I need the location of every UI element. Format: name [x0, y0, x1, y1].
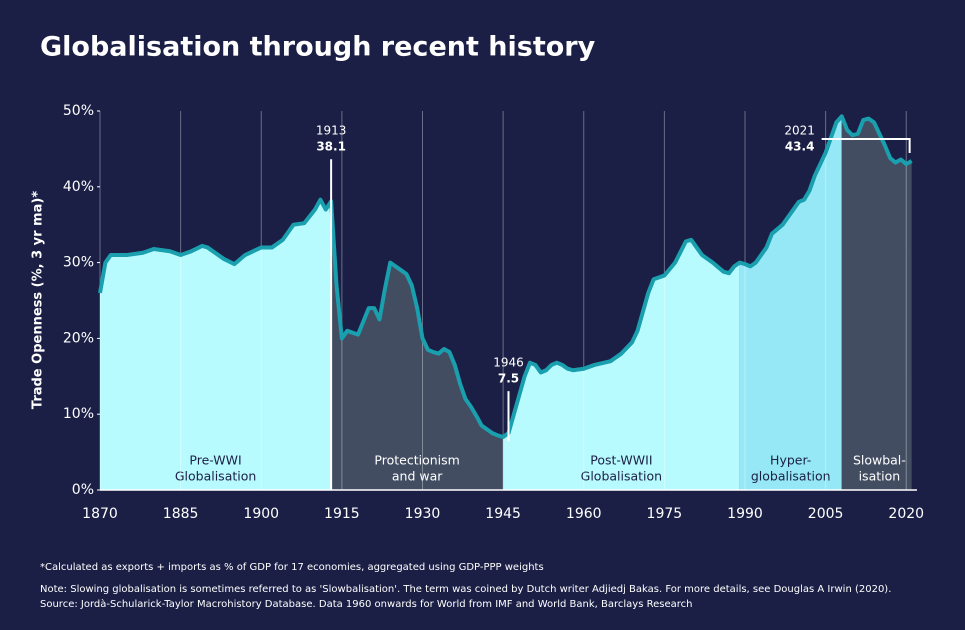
x-tick-label: 2005	[808, 506, 844, 522]
annotation-value: 43.4	[785, 140, 815, 154]
x-tick-label: 1930	[405, 506, 441, 522]
y-tick-label: 0%	[72, 482, 94, 498]
era-label: Hyper-	[770, 453, 811, 468]
x-tick-label: 1870	[82, 506, 118, 522]
footnote: *Calculated as exports + imports as % of…	[40, 562, 544, 573]
annotation-year: 1913	[316, 124, 347, 138]
x-tick-label: 1945	[485, 506, 521, 522]
x-tick-label: 1900	[243, 506, 279, 522]
era-area	[739, 116, 842, 490]
y-tick-label: 40%	[63, 179, 94, 195]
era-area	[841, 116, 912, 490]
era-label: and war	[392, 469, 443, 484]
era-label: globalisation	[751, 469, 831, 484]
x-tick-label: 1885	[163, 506, 199, 522]
era-label: Slowbal-	[853, 453, 906, 468]
chart-title: Globalisation through recent history	[40, 32, 596, 63]
data-line	[98, 114, 913, 439]
x-tick-label: 1990	[727, 506, 763, 522]
y-axis-label: Trade Openness (%, 3 yr ma)*	[31, 191, 46, 409]
annotation-year: 1946	[493, 356, 524, 370]
era-label: Pre-WWI	[189, 453, 241, 468]
era-label: Protectionism	[374, 453, 459, 468]
era-label: Globalisation	[175, 469, 256, 484]
annotation-bracket	[821, 138, 911, 154]
y-tick-label: 10%	[63, 406, 94, 422]
annotation-value: 7.5	[498, 372, 519, 386]
y-tick-label: 50%	[63, 103, 94, 119]
footnote: Note: Slowing globalisation is sometimes…	[40, 584, 891, 595]
x-tick-label: 1975	[647, 506, 683, 522]
era-label: Post-WWII	[590, 453, 652, 468]
annotation-value: 38.1	[316, 140, 346, 154]
era-area	[503, 239, 740, 490]
x-tick-label: 1960	[566, 506, 602, 522]
x-tick-label: 2020	[888, 506, 924, 522]
era-label: isation	[859, 469, 901, 484]
footnote: Source: Jordà-Schularick-Taylor Macrohis…	[40, 598, 692, 610]
x-tick-label: 1915	[324, 506, 360, 522]
y-tick-label: 30%	[63, 255, 94, 271]
annotation-year: 2021	[784, 124, 815, 138]
era-area	[100, 199, 332, 490]
y-tick-label: 20%	[63, 330, 94, 346]
era-label: Globalisation	[581, 469, 662, 484]
era-area	[331, 201, 504, 490]
